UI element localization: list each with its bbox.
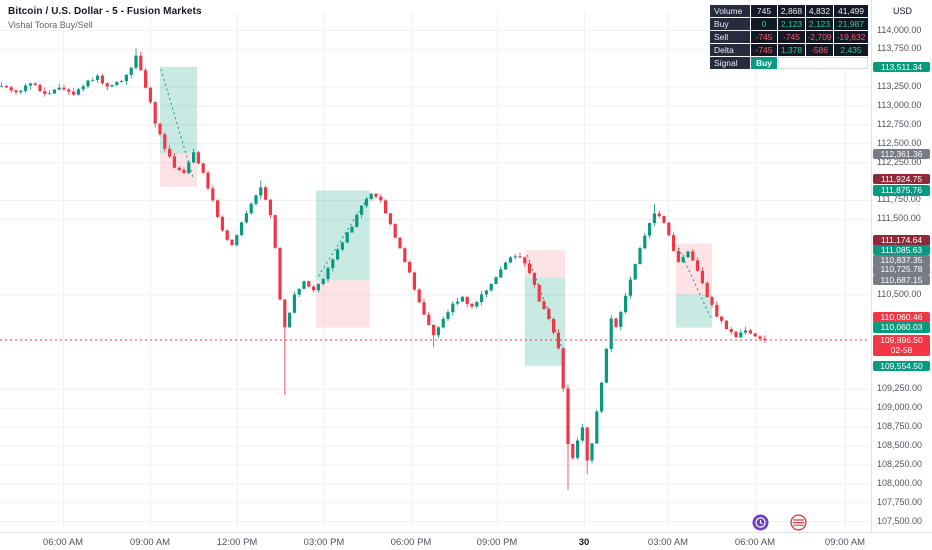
stats-row-delta: Delta -745 1,378 -586 2,435 [710,44,868,56]
indicator-title[interactable]: Vishal Toora Buy/Sell [8,20,93,30]
time-label: 09:00 AM [129,537,171,548]
stats-cell: 745 [751,5,777,17]
price-axis[interactable]: USD 114,000.00 113,750.00 113,250.00 113,00… [872,0,932,532]
time-label: 09:00 PM [476,537,518,548]
price-axis-separator [871,0,872,532]
price-level-badge: 110,060.03 [873,322,930,333]
stats-row-signal: Signal Buy [710,57,868,69]
stats-cell: 0 [751,18,777,30]
price-level-badge: 111,875.76 [873,185,930,196]
price-tick: 110,500.00 [877,288,922,299]
stats-row-volume: Volume 745 2,868 4,832 41,499 [710,5,868,17]
stats-row-label: Buy [710,18,750,30]
price-tick: 112,750.00 [877,118,922,129]
time-label: 30 [578,537,590,548]
price-tick: 108,250.00 [877,458,923,469]
stats-row-label: Volume [710,5,750,17]
price-tick: 109,250.00 [877,383,923,394]
signal-label: Signal [710,57,750,69]
currency-label: USD [893,6,913,16]
stats-cell: -745 [751,44,777,56]
stats-cell: -19,632 [834,31,868,43]
price-tick: 108,750.00 [877,421,923,432]
price-tick: 113,750.00 [877,43,922,54]
time-label: 06:00 AM [734,537,776,548]
symbol-title[interactable]: Bitcoin / U.S. Dollar - 5 - Fusion Marke… [8,6,202,17]
time-label: 09:00 AM [824,537,866,548]
countdown-clock-icon[interactable] [752,514,769,531]
price-tick: 113,000.00 [877,100,922,111]
candlestick-series [0,48,767,491]
price-tick: 114,000.00 [877,24,922,35]
stats-cell: 21,987 [834,18,868,30]
gridlines [0,12,870,531]
signal-empty-cell [778,57,868,69]
stats-row-buy: Buy 0 2,123 2,123 21,987 [710,18,868,30]
stats-rows: Volume 745 2,868 4,832 41,499 Buy 0 2,123 2,123 2… [710,5,868,56]
time-label: 06:00 PM [390,537,432,548]
price-level-badge: 111,924.75 [873,173,930,184]
price-tick: 111,750.00 [877,194,921,205]
floating-icons [752,514,807,531]
stats-cell: -586 [806,44,833,56]
price-level-badge: 110,687.15 [873,274,930,286]
stats-cell: 2,123 [806,18,833,30]
price-tick: 107,750.00 [877,496,923,507]
price-tick: 113,250.00 [877,81,922,92]
stats-row-label: Sell [710,31,750,43]
zone-trendlines [160,69,712,355]
volume-stats-table: Volume 745 2,868 4,832 41,499 Buy 0 2,123 2,123 2… [710,5,868,70]
price-tick: 109,000.00 [877,402,923,413]
price-level-badge: 109,554.50 [873,360,930,372]
time-label: 03:00 PM [303,537,345,548]
signal-buy-badge: Buy [751,57,777,69]
price-level-badge: 113,511.34 [873,61,930,73]
time-axis-separator [0,532,932,533]
chart-legend: Bitcoin / U.S. Dollar - 5 - Fusion Marke… [8,6,202,30]
stats-cell: 1,378 [778,44,805,56]
price-tick: 111,500.00 [877,213,921,224]
stats-row-label: Delta [710,44,750,56]
time-label: 12:00 PM [216,537,258,548]
stats-row-sell: Sell -745 -745 -2,709 -19,632 [710,31,868,43]
time-label: 06:00 AM [42,537,84,548]
price-level-badge: 112,361.36 [873,148,930,160]
bar-countdown: 02-58 [890,345,913,356]
price-tick: 107,500.00 [877,515,923,526]
current-price-badge: 109,896.50 02-58 [873,334,930,356]
price-level-badge: 111,174.64 [873,235,930,246]
stats-cell: 4,832 [806,5,833,17]
price-tick: 108,000.00 [877,477,923,488]
stats-cell: -2,709 [806,31,833,43]
stats-cell: 2,868 [778,5,805,17]
stats-cell: -745 [751,31,777,43]
price-level-badge: 110,060.46 [873,312,930,323]
price-level-badge: 110,837.35 [873,254,930,266]
economic-events-icon[interactable] [790,514,807,531]
price-level-badge: 110,725.78 [873,264,930,275]
stats-cell: 2,435 [834,44,868,56]
price-tick: 108,500.00 [877,439,923,450]
stats-cell: 2,123 [778,18,805,30]
order-block-zones [160,66,712,366]
stats-cell: -745 [778,31,805,43]
price-tick: 112,250.00 [877,156,922,167]
price-level-badge: 111,085.63 [873,244,930,256]
time-label: 03:00 AM [647,537,689,548]
stats-cell: 41,499 [834,5,868,17]
time-axis[interactable]: 06:00 AM 09:00 AM 12:00 PM 03:00 PM 06:00 PM… [0,534,932,550]
price-tick: 112,500.00 [877,137,922,148]
